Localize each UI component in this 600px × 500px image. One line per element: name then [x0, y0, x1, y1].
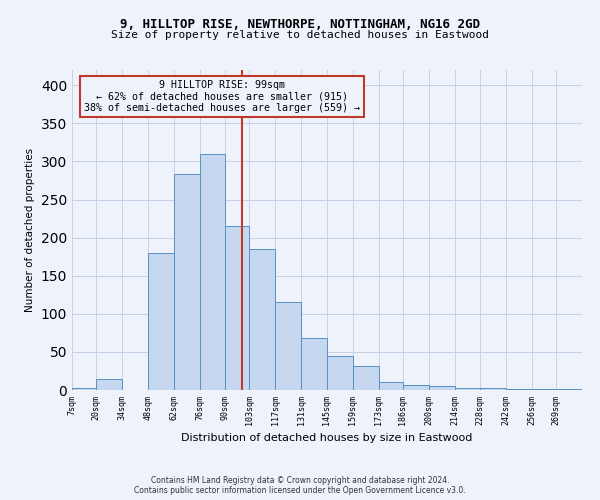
- Bar: [301, 338, 327, 390]
- Text: 9, HILLTOP RISE, NEWTHORPE, NOTTINGHAM, NG16 2GD: 9, HILLTOP RISE, NEWTHORPE, NOTTINGHAM, …: [120, 18, 480, 30]
- Bar: [173, 174, 199, 390]
- Y-axis label: Number of detached properties: Number of detached properties: [25, 148, 35, 312]
- Bar: [96, 378, 122, 390]
- Bar: [226, 226, 250, 390]
- Bar: [428, 386, 455, 390]
- Bar: [506, 389, 532, 390]
- Bar: [199, 154, 226, 390]
- Bar: [148, 253, 173, 390]
- Text: Size of property relative to detached houses in Eastwood: Size of property relative to detached ho…: [111, 30, 489, 40]
- Bar: [353, 366, 379, 390]
- Bar: [481, 388, 506, 390]
- Text: Contains HM Land Registry data © Crown copyright and database right 2024.: Contains HM Land Registry data © Crown c…: [151, 476, 449, 485]
- Bar: [455, 388, 481, 390]
- Text: Contains public sector information licensed under the Open Government Licence v3: Contains public sector information licen…: [134, 486, 466, 495]
- Bar: [250, 249, 275, 390]
- Bar: [72, 388, 96, 390]
- Bar: [532, 389, 556, 390]
- Bar: [379, 382, 403, 390]
- Bar: [403, 386, 428, 390]
- Bar: [556, 389, 582, 390]
- Text: 9 HILLTOP RISE: 99sqm
← 62% of detached houses are smaller (915)
38% of semi-det: 9 HILLTOP RISE: 99sqm ← 62% of detached …: [85, 80, 361, 113]
- Bar: [275, 302, 301, 390]
- X-axis label: Distribution of detached houses by size in Eastwood: Distribution of detached houses by size …: [181, 433, 473, 443]
- Bar: [327, 356, 353, 390]
